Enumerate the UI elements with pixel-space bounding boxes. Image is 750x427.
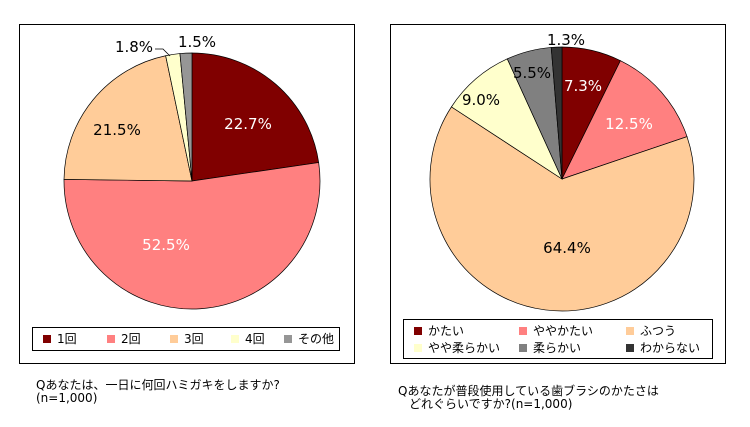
- question-line: Qあなたは、一日に何回ハミガキをしますか?: [36, 378, 280, 392]
- legend-swatch: [626, 344, 634, 352]
- legend-swatch: [43, 335, 51, 343]
- question-brush-hardness: Qあなたが普段使用している歯ブラシのかたさは どれぐらいですか?(n=1,000…: [398, 385, 659, 411]
- slice-data-label: 1.8%: [115, 38, 153, 56]
- legend-item-3: 3回: [170, 332, 204, 346]
- slice-data-label: 12.5%: [605, 115, 653, 133]
- legend-label: 4回: [245, 332, 265, 346]
- leader-line: [155, 48, 171, 57]
- pie-chart-brushing-frequency: 22.7% 52.5% 21.5% 1.8% 1.5%: [63, 33, 321, 310]
- pie-slice-2: [63, 162, 321, 310]
- legend-label: かたい: [428, 324, 465, 338]
- legend-swatch: [626, 327, 634, 335]
- legend-item-1: 1回: [43, 332, 77, 346]
- legend-label: その他: [298, 332, 335, 346]
- slice-data-label: 7.3%: [564, 77, 602, 95]
- legend-brush-hardness: かたい ややかたい ふつう やや柔らかい 柔らかい わからない: [403, 319, 713, 359]
- slice-data-label: 52.5%: [142, 236, 190, 254]
- pie-slice-1: [191, 52, 320, 182]
- legend-label: 2回: [121, 332, 141, 346]
- legend-swatch: [519, 327, 527, 335]
- slice-data-label: 1.3%: [547, 31, 585, 49]
- legend-label: 3回: [184, 332, 204, 346]
- legend-label: わからない: [640, 341, 701, 355]
- legend-item-5: 柔らかい: [519, 341, 581, 355]
- legend-item-5: その他: [284, 332, 334, 346]
- pie-chart-brush-hardness: 7.3% 12.5% 64.4% 9.0% 5.5% 1.3%: [429, 31, 695, 312]
- sample-size: (n=1,000): [36, 391, 98, 405]
- slice-data-label: 64.4%: [543, 239, 591, 257]
- chart-panel-brushing-frequency: 22.7% 52.5% 21.5% 1.8% 1.5% 1回 2回 3回 4回 その他: [19, 24, 355, 364]
- slice-data-label: 1.5%: [178, 33, 216, 51]
- legend-item-4: やや柔らかい: [414, 341, 500, 355]
- legend-item-4: 4回: [231, 332, 265, 346]
- legend-swatch: [414, 344, 422, 352]
- legend-swatch: [284, 335, 292, 343]
- pie-slice-3: [429, 106, 695, 312]
- legend-brushing-frequency: 1回 2回 3回 4回 その他: [32, 327, 340, 351]
- legend-item-1: かたい: [414, 324, 464, 338]
- question-line: Qあなたが普段使用している歯ブラシのかたさは: [398, 384, 659, 398]
- legend-item-6: わからない: [626, 341, 700, 355]
- legend-label: ややかたい: [533, 324, 594, 338]
- legend-item-3: ふつう: [626, 324, 676, 338]
- legend-item-2: ややかたい: [519, 324, 593, 338]
- slice-data-label: 22.7%: [224, 115, 272, 133]
- slice-data-label: 5.5%: [513, 64, 551, 82]
- legend-label: やや柔らかい: [428, 341, 501, 355]
- legend-label: ふつう: [640, 324, 677, 338]
- slice-data-label: 21.5%: [93, 121, 141, 139]
- pie-slice-2: [561, 60, 688, 180]
- pie-slice-3: [63, 55, 193, 182]
- legend-swatch: [519, 344, 527, 352]
- chart-panel-brush-hardness: 7.3% 12.5% 64.4% 9.0% 5.5% 1.3% かたい ややかたい ふつう…: [390, 24, 726, 364]
- legend-swatch: [170, 335, 178, 343]
- legend-item-2: 2回: [107, 332, 141, 346]
- slice-data-label: 9.0%: [462, 91, 500, 109]
- legend-label: 1回: [57, 332, 77, 346]
- legend-label: 柔らかい: [533, 341, 582, 355]
- legend-swatch: [414, 327, 422, 335]
- question-line-2: どれぐらいですか?(n=1,000): [409, 397, 573, 411]
- legend-swatch: [231, 335, 239, 343]
- pie-slice-5: [179, 52, 193, 182]
- question-brushing-frequency: Qあなたは、一日に何回ハミガキをしますか? (n=1,000): [36, 379, 280, 405]
- legend-swatch: [107, 335, 115, 343]
- pie-slice-6: [550, 46, 563, 180]
